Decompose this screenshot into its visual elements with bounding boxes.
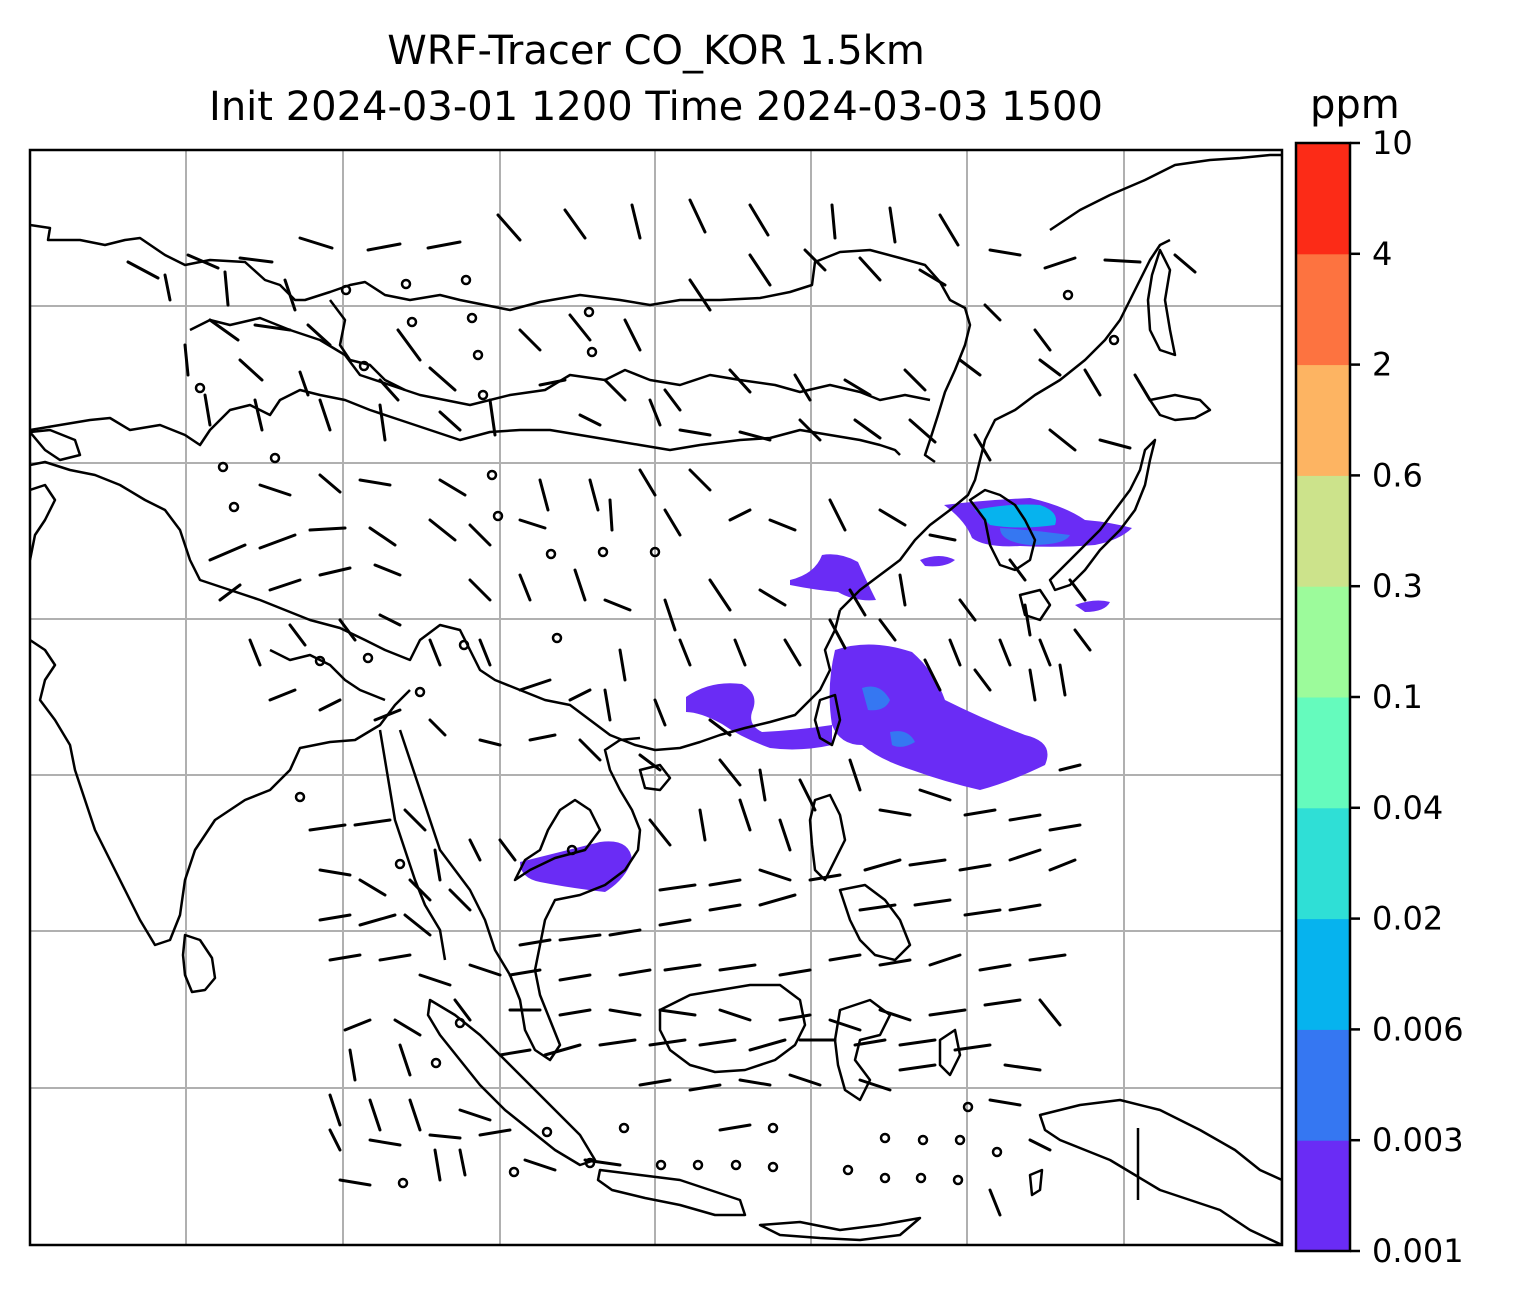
- gridlines: [30, 150, 1282, 1245]
- colorbar-band-9: [1296, 143, 1350, 255]
- colorbar-tick-label-5: 0.1: [1372, 678, 1423, 716]
- map-title-line-1: WRF-Tracer CO_KOR 1.5km: [387, 28, 925, 74]
- java: [596, 1168, 747, 1217]
- map-title-line-2: Init 2024-03-01 1200 Time 2024-03-03 150…: [209, 84, 1103, 130]
- plume-east-china: [829, 644, 1048, 790]
- plume-small-east: [920, 556, 1110, 612]
- coast-arctic-left: [30, 428, 82, 462]
- coast-india: [30, 638, 411, 947]
- colorbar-unit-label: ppm: [1310, 82, 1400, 128]
- map-frame: [28, 148, 1284, 1247]
- colorbar-tick-label-6: 0.3: [1372, 567, 1423, 605]
- colorbar-tick-label-7: 0.6: [1372, 456, 1423, 494]
- sri-lanka: [181, 933, 217, 994]
- halmahera: [938, 1028, 962, 1077]
- plume-indochina: [520, 841, 632, 892]
- colorbar-tick-label-8: 2: [1372, 346, 1392, 384]
- korea-peninsula: [968, 488, 1037, 572]
- philippines-south: [838, 883, 912, 962]
- timor: [1028, 1168, 1044, 1197]
- lesser-sunda: [758, 1216, 922, 1242]
- plume-korea-japan-core: [975, 504, 1056, 528]
- sumatra: [426, 998, 597, 1167]
- colorbar-band-5: [1296, 586, 1350, 698]
- colorbar-band-8: [1296, 253, 1350, 366]
- coast-indochina: [398, 729, 642, 1062]
- tracer-plumes: [520, 498, 1132, 892]
- colorbar-band-4: [1296, 697, 1350, 809]
- coast-arabia: [30, 483, 57, 561]
- coast-himalaya: [30, 388, 901, 456]
- japan-kyushu: [1018, 588, 1052, 622]
- colorbar-tick-label-4: 0.04: [1372, 789, 1443, 827]
- plume-south-china: [686, 683, 832, 750]
- coastlines: [30, 153, 1282, 1245]
- colorbar-tick-label-1: 0.003: [1372, 1121, 1464, 1159]
- wind-barbs: [126, 198, 1197, 1217]
- coast-russia-east: [1049, 153, 1282, 232]
- sulawesi: [833, 998, 892, 1102]
- coast-north-border: [329, 299, 406, 392]
- colorbar-band-0: [1296, 1140, 1350, 1252]
- coast-bangladesh: [269, 648, 386, 702]
- colorbar-tick-label-10: 10: [1372, 124, 1413, 162]
- coast-china-west: [189, 316, 931, 407]
- borneo: [658, 983, 807, 1074]
- gulf-thailand: [513, 798, 602, 882]
- colorbar-tick-label-0: 0.001: [1372, 1232, 1464, 1270]
- plume-korea-mid: [1000, 528, 1070, 545]
- colorbar-tick-label-9: 4: [1372, 235, 1392, 273]
- taiwan: [813, 693, 842, 747]
- japan-honshu: [1048, 438, 1157, 592]
- new-guinea: [1038, 1098, 1282, 1245]
- philippines-luzon: [808, 793, 847, 882]
- sakhalin: [1146, 248, 1177, 357]
- colorbar-tick-label-3: 0.02: [1372, 900, 1443, 938]
- coast-asia-north: [30, 223, 972, 464]
- calm-wind-markers: [194, 274, 1120, 1189]
- colorbar-band-1: [1296, 1029, 1350, 1141]
- coast-middle: [30, 460, 842, 752]
- plume-north-china: [790, 554, 876, 601]
- colorbar: 0.001 0.003 0.006 0.02 0.04 0.1 0.3 0.6 2 4 10: [1294, 124, 1464, 1270]
- map-area: [30, 150, 1282, 1245]
- colorbar-band-7: [1296, 364, 1350, 476]
- colorbar-band-3: [1296, 807, 1350, 920]
- plume-east-china-core: [862, 686, 915, 747]
- coast-myanmar: [378, 729, 447, 961]
- colorbar-band-2: [1296, 918, 1350, 1030]
- coast-china-east: [839, 238, 1171, 611]
- japan-hokkaido: [1148, 393, 1212, 422]
- colorbar-band-6: [1296, 475, 1350, 587]
- colorbar-tick-label-2: 0.006: [1372, 1010, 1464, 1048]
